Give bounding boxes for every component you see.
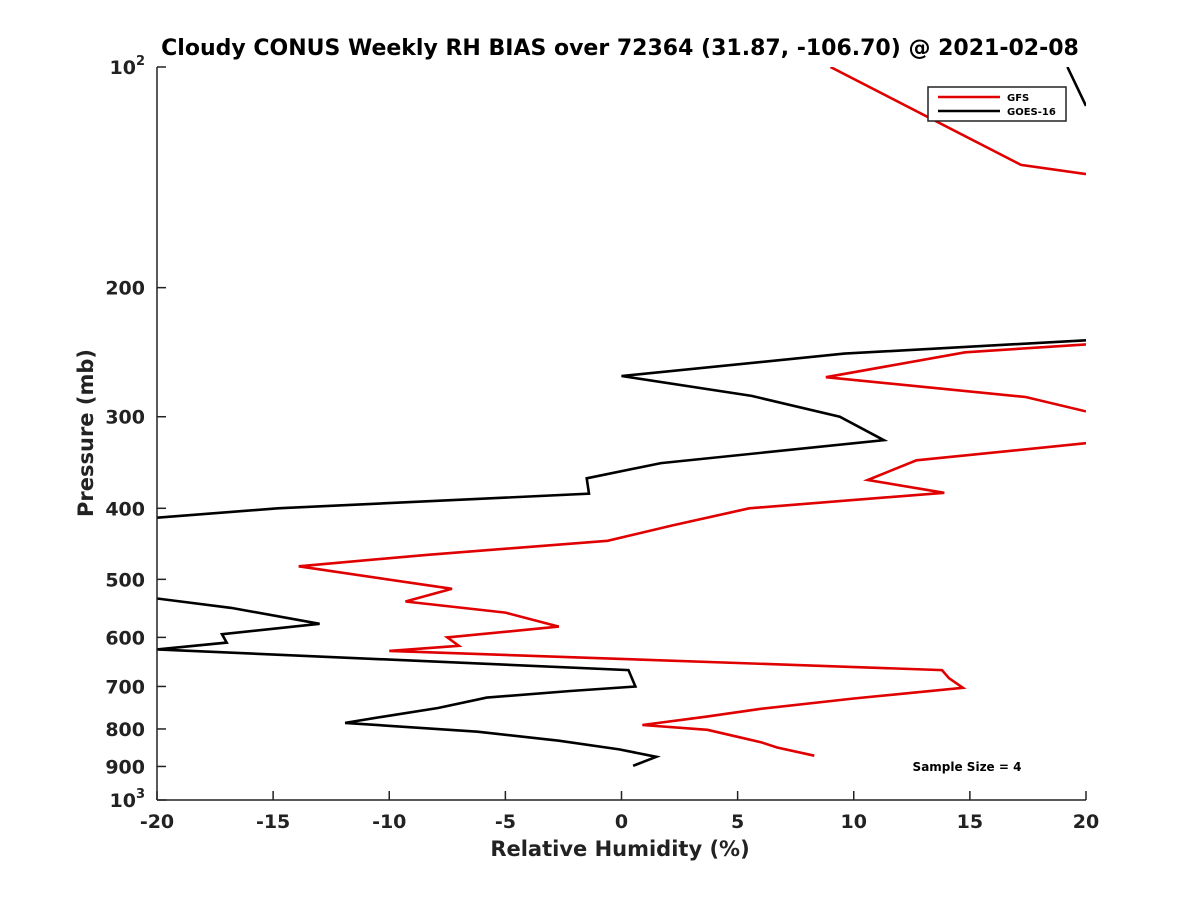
x-axis-label: Relative Humidity (%) (490, 837, 749, 861)
x-tick-label: 10 (841, 811, 867, 833)
x-tick-label: -15 (256, 811, 290, 833)
series-goes-16-line-3 (157, 597, 661, 768)
ticks-layer: -20 -15 -10 -5 0 5 10 15 20 102 200 300 400 500 600 700… (105, 54, 1099, 833)
x-tick-label: 5 (731, 811, 744, 833)
x-tick-label: 15 (957, 811, 983, 833)
series-goes-16-line-2 (157, 339, 1086, 519)
x-tick-label: 0 (615, 811, 628, 833)
y-tick-label: 300 (105, 407, 145, 429)
legend: GFS GOES-16 (927, 86, 1067, 122)
sample-size-annotation: Sample Size = 4 (913, 760, 1022, 774)
x-tick-label: -10 (372, 811, 406, 833)
y-axis-label: Pressure (mb) (74, 349, 98, 517)
y-tick-label: 103 (110, 787, 146, 812)
x-tick-label: 20 (1073, 811, 1099, 833)
series-layer (157, 67, 1086, 768)
y-tick-label: 800 (105, 719, 145, 741)
legend-box (927, 86, 1067, 122)
y-tick-label: 700 (105, 676, 145, 698)
series-gfs-line-1 (829, 67, 1086, 176)
y-tick-label: 600 (105, 627, 145, 649)
y-tick-label: 400 (105, 498, 145, 520)
series-gfs-line-2 (825, 343, 1086, 413)
y-tick-label: 102 (110, 54, 146, 79)
series-gfs-line-3 (298, 441, 1086, 757)
legend-label: GFS (1007, 93, 1029, 104)
y-tick-label: 900 (105, 756, 145, 778)
x-tick-label: -5 (495, 811, 516, 833)
y-tick-label: 500 (105, 569, 145, 591)
x-tick-label: -20 (140, 811, 174, 833)
y-tick-label: 200 (105, 278, 145, 300)
chart-title: Cloudy CONUS Weekly RH BIAS over 72364 (… (161, 36, 1079, 61)
series-goes-16-line-1 (1066, 67, 1086, 107)
legend-label: GOES-16 (1007, 107, 1056, 118)
